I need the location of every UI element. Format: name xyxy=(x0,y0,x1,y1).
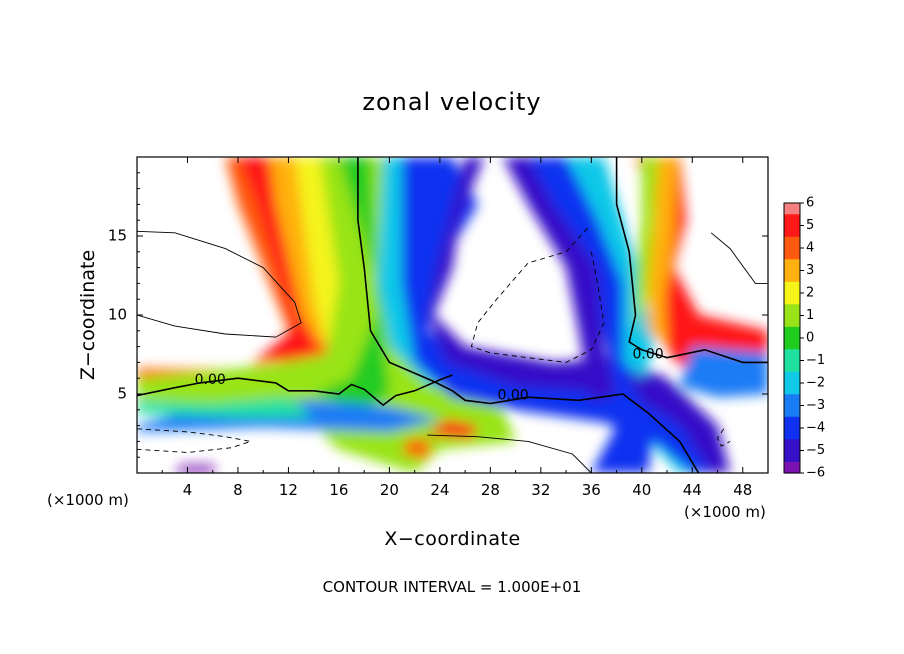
colorbar: 6 5 4 3 2 1 0 −1 −2 −3 −4 −5 −6 xyxy=(783,196,825,481)
colorbar-label: 4 xyxy=(806,241,814,256)
contour-label: 0.00 xyxy=(195,372,226,388)
chart-title: zonal velocity xyxy=(362,88,542,116)
colorbar-segment xyxy=(784,236,800,249)
field-band-right-orange xyxy=(648,157,678,347)
x-tick-label: 16 xyxy=(329,481,348,499)
y-axis: 5 10 15 xyxy=(108,172,768,458)
colorbar-segment xyxy=(784,281,800,294)
colorbar-segment xyxy=(784,405,800,418)
colorbar-segment xyxy=(784,360,800,373)
contour-dashed-center xyxy=(470,227,605,363)
field-band-bottom-orange xyxy=(402,438,431,459)
contour-zero-right xyxy=(615,157,768,364)
field-band-center-deep xyxy=(427,157,731,473)
colorbar-segment xyxy=(784,338,800,350)
contour-lines xyxy=(137,157,768,473)
colorbar-label: −2 xyxy=(806,376,825,391)
colorbar-label: 0 xyxy=(806,331,814,346)
contour-thin-right xyxy=(710,232,768,284)
contour-zero-left xyxy=(137,374,453,407)
colorbar-label: 3 xyxy=(806,263,814,278)
x-tick-label: 28 xyxy=(481,481,500,499)
contour-thin-bottom xyxy=(427,434,592,473)
colorbar-segment xyxy=(784,259,800,272)
colorbar-segment xyxy=(784,203,800,215)
x-tick-label: 8 xyxy=(233,481,243,499)
y-tick-label: 10 xyxy=(108,306,127,324)
y-tick-label: 15 xyxy=(108,227,127,245)
field-band-right-purple xyxy=(503,157,617,402)
field-band-right-green xyxy=(635,157,659,331)
x-tick-label: 24 xyxy=(430,481,449,499)
field-band-center-green xyxy=(137,157,516,473)
contour-labels: 0.00 0.00 0.00 xyxy=(195,347,664,404)
x-tick-label: 32 xyxy=(531,481,550,499)
colorbar-label: −6 xyxy=(806,466,825,481)
colorbar-segment xyxy=(784,248,800,260)
colorbar-label: 6 xyxy=(806,196,814,211)
contour-label: 0.00 xyxy=(633,347,664,363)
colorbar-label: −3 xyxy=(806,398,825,413)
field-band-right-lower-blue xyxy=(679,346,768,398)
contour-zero-center xyxy=(357,157,700,473)
x-tick-label: 44 xyxy=(683,481,702,499)
colorbar-segment xyxy=(784,293,800,305)
colorbar-label: −4 xyxy=(806,421,825,436)
colorbar-label: 1 xyxy=(806,308,814,323)
contour-label: 0.00 xyxy=(497,388,528,404)
x-tick-label: 40 xyxy=(632,481,651,499)
velocity-field xyxy=(137,157,768,473)
field-band-lower-left-cyan xyxy=(137,397,314,418)
field-band-right-cyan xyxy=(566,157,655,379)
colorbar-label: −1 xyxy=(806,353,825,368)
x-axis: 4 8 12 16 20 24 28 32 36 40 44 48 xyxy=(161,157,752,499)
colorbar-segment xyxy=(784,416,800,429)
colorbar-segment xyxy=(784,461,800,474)
field-band-center-core xyxy=(313,157,390,410)
colorbar-segment xyxy=(784,439,800,452)
y-tick-label: 5 xyxy=(117,385,127,403)
x-tick-label: 12 xyxy=(279,481,298,499)
colorbar-label: −5 xyxy=(806,443,825,458)
field-band-bottom-purple xyxy=(174,465,216,473)
contour-dashed-left xyxy=(137,428,251,453)
colorbar-label: 5 xyxy=(806,218,814,233)
colorbar-segment xyxy=(784,326,800,339)
colorbar-segment xyxy=(784,349,800,362)
colorbar-segment xyxy=(784,371,800,384)
colorbar-label: 2 xyxy=(806,286,814,301)
colorbar-segment xyxy=(784,270,800,283)
x-tick-label: 36 xyxy=(582,481,601,499)
contour-thin-left xyxy=(137,230,302,338)
x-unit-left: (×1000 m) xyxy=(47,491,129,509)
colorbar-segment xyxy=(784,214,800,227)
colorbar-segment xyxy=(784,225,800,238)
x-tick-label: 48 xyxy=(733,481,752,499)
colorbar-segment xyxy=(784,450,800,463)
colorbar-segment xyxy=(784,394,800,407)
field-band-bottom-red xyxy=(427,419,478,439)
x-tick-label: 20 xyxy=(380,481,399,499)
contour-interval-note: CONTOUR INTERVAL = 1.000E+01 xyxy=(322,578,582,596)
x-tick-label: 4 xyxy=(183,481,193,499)
colorbar-segment xyxy=(784,383,800,395)
x-unit-right: (×1000 m) xyxy=(684,503,766,521)
x-axis-title: X−coordinate xyxy=(384,528,521,550)
colorbar-segment xyxy=(784,428,800,440)
colorbar-segment xyxy=(784,304,800,317)
colorbar-segment xyxy=(784,315,800,328)
